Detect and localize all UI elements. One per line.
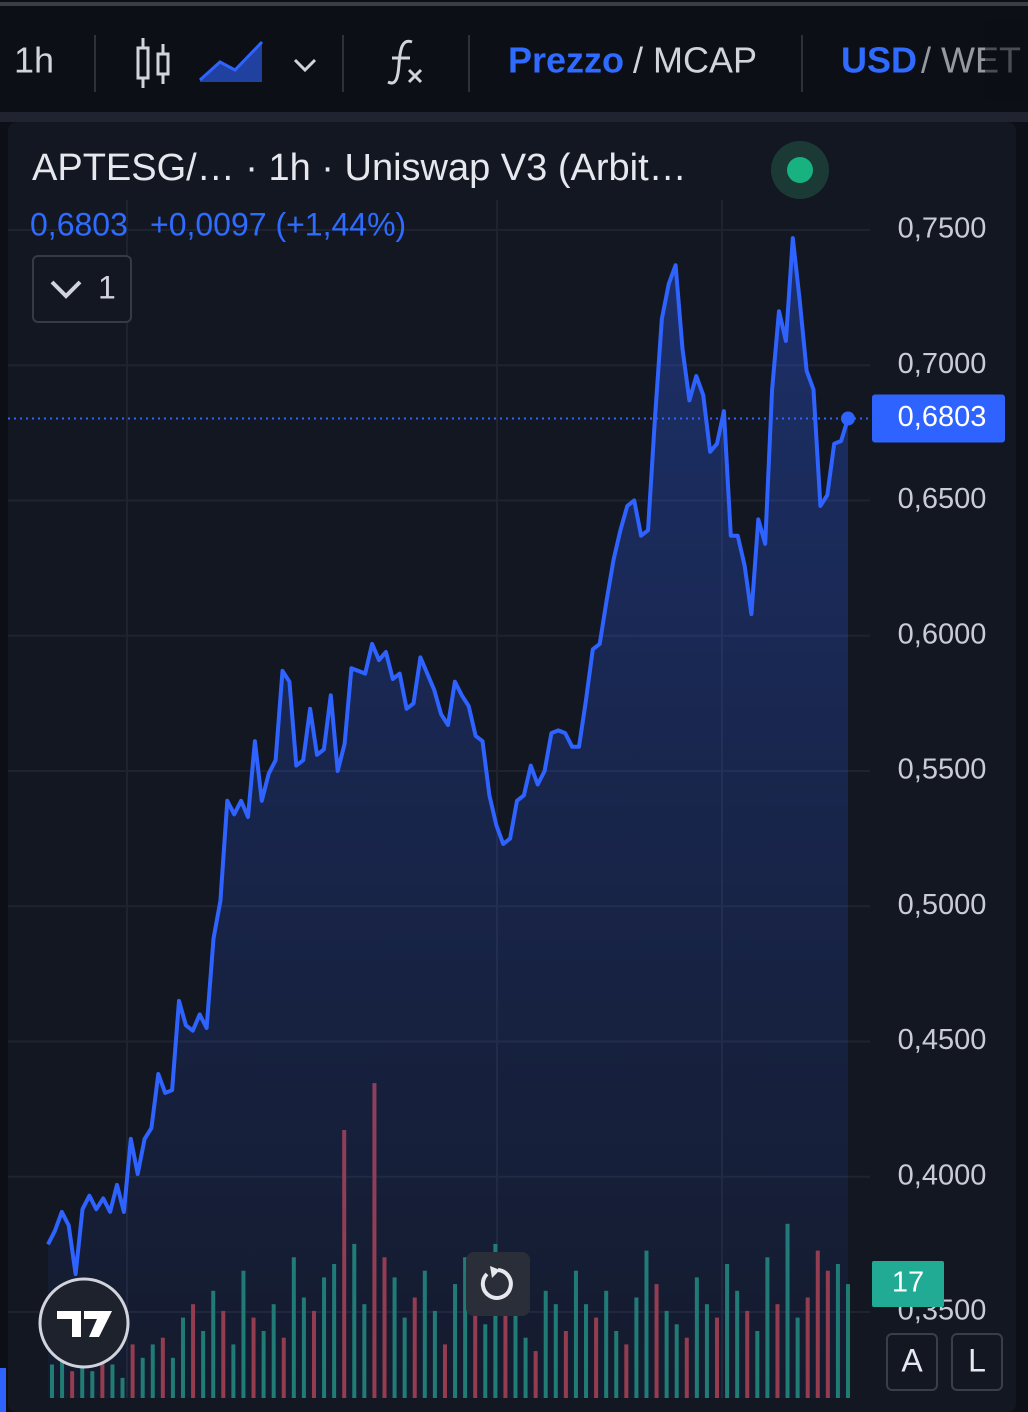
fade [985, 20, 1028, 100]
indicators-icon[interactable] [387, 39, 423, 85]
chevron-down[interactable] [293, 58, 317, 73]
top-edge [0, 2, 1028, 6]
reset-arrow [490, 1266, 500, 1278]
scale-button-label: A [901, 1342, 923, 1378]
price-toggle[interactable]: Prezzo [508, 40, 624, 81]
plot [8, 236, 872, 1399]
price-area [48, 238, 848, 1399]
last-price-label: 0,6803 [898, 401, 987, 433]
y-tick-label: 0,7000 [898, 348, 987, 380]
tv-logo-mark [57, 1311, 112, 1337]
volume-label: 17 [892, 1267, 924, 1299]
volume-tag [872, 1261, 944, 1307]
candle-icon[interactable] [136, 38, 170, 88]
indicator-toggle[interactable] [32, 255, 132, 323]
mcap-toggle[interactable]: / MCAP [633, 40, 757, 81]
scale-button[interactable] [951, 1333, 1003, 1391]
price-line [46, 236, 850, 1277]
last-price-tag [872, 394, 1005, 443]
y-tick-label: 0,6000 [898, 618, 987, 650]
legend-price: 0,6803 [30, 206, 128, 242]
scale-button-label: L [968, 1342, 986, 1378]
interval-button[interactable]: 1h [14, 40, 54, 81]
tv-logo[interactable] [38, 1277, 130, 1369]
toolbar: 1h Prezzo / MCAP USD / WET [14, 20, 1028, 100]
reset-icon [480, 1268, 513, 1300]
indicator-count: 1 [98, 269, 116, 305]
y-tick-label: 0,4000 [898, 1159, 987, 1191]
scale-button[interactable] [886, 1333, 938, 1391]
y-tick-label: 0,5500 [898, 754, 987, 786]
usd-toggle[interactable]: USD [841, 40, 917, 81]
y-tick-label: 0,7500 [898, 213, 987, 245]
legend-change: +0,0097 (+1,44%) [150, 206, 406, 242]
y-tick-label: 0,4500 [898, 1024, 987, 1056]
chart-title: APTESG/… · 1h · Uniswap V3 (Arbit… [32, 147, 687, 189]
status-dot [787, 157, 813, 183]
y-tick-label: 0,5000 [898, 889, 987, 921]
edge-marker [0, 1368, 6, 1412]
y-tick-label: 0,6500 [898, 483, 987, 515]
area-icon[interactable] [198, 40, 264, 82]
reset-button[interactable] [466, 1252, 530, 1316]
panel-divider [0, 112, 1028, 122]
y-axis: 0,35000,40000,45000,50000,55000,60000,65… [872, 213, 1005, 1391]
chevron [50, 280, 82, 299]
